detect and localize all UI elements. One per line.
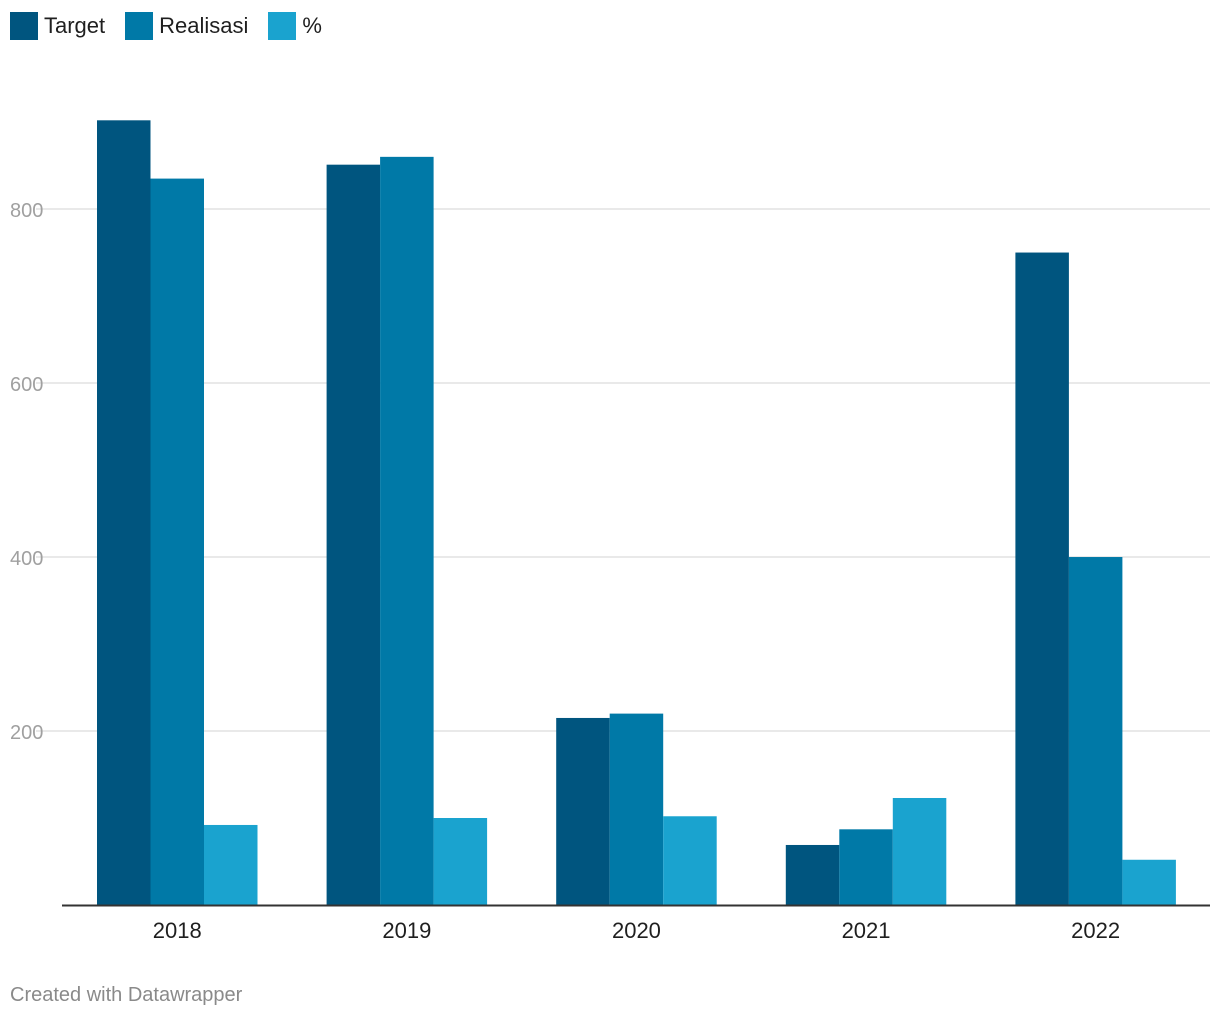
y-tick-label: 600 [10, 374, 43, 396]
legend-swatch-target [10, 12, 38, 40]
bar [556, 717, 610, 905]
y-tick-label: 400 [10, 548, 43, 570]
bar [1068, 557, 1123, 905]
footer-credit: Created with Datawrapper [10, 984, 243, 1006]
legend-swatch-realisasi [125, 12, 154, 40]
bar [839, 829, 893, 905]
legend-label-percent: % [302, 13, 322, 38]
y-tick-label: 200 [10, 722, 43, 744]
legend-item-percent: % [268, 12, 322, 40]
x-tick-label: 2021 [842, 918, 891, 943]
y-tick-label: 800 [10, 200, 43, 222]
bar [609, 713, 664, 905]
legend-label-realisasi: Realisasi [159, 13, 249, 38]
x-tick-label: 2022 [1071, 918, 1120, 943]
legend-label-target: Target [44, 13, 106, 38]
bar [433, 818, 488, 905]
legend-item-target: Target [10, 12, 105, 40]
x-tick-label: 2019 [382, 918, 431, 943]
legend-item-realisasi: Realisasi [125, 12, 248, 40]
bar [892, 797, 947, 905]
bar [1015, 252, 1069, 905]
bar [97, 120, 151, 906]
x-tick-label: 2018 [153, 918, 202, 943]
bar [326, 164, 381, 905]
bar [785, 844, 840, 905]
bar [204, 824, 258, 905]
bar [1122, 859, 1176, 905]
bar [663, 816, 717, 905]
bar [150, 178, 204, 905]
bar [380, 156, 434, 906]
x-tick-label: 2020 [612, 918, 661, 943]
legend: Target Realisasi % [10, 12, 342, 40]
legend-swatch-percent [268, 12, 297, 40]
